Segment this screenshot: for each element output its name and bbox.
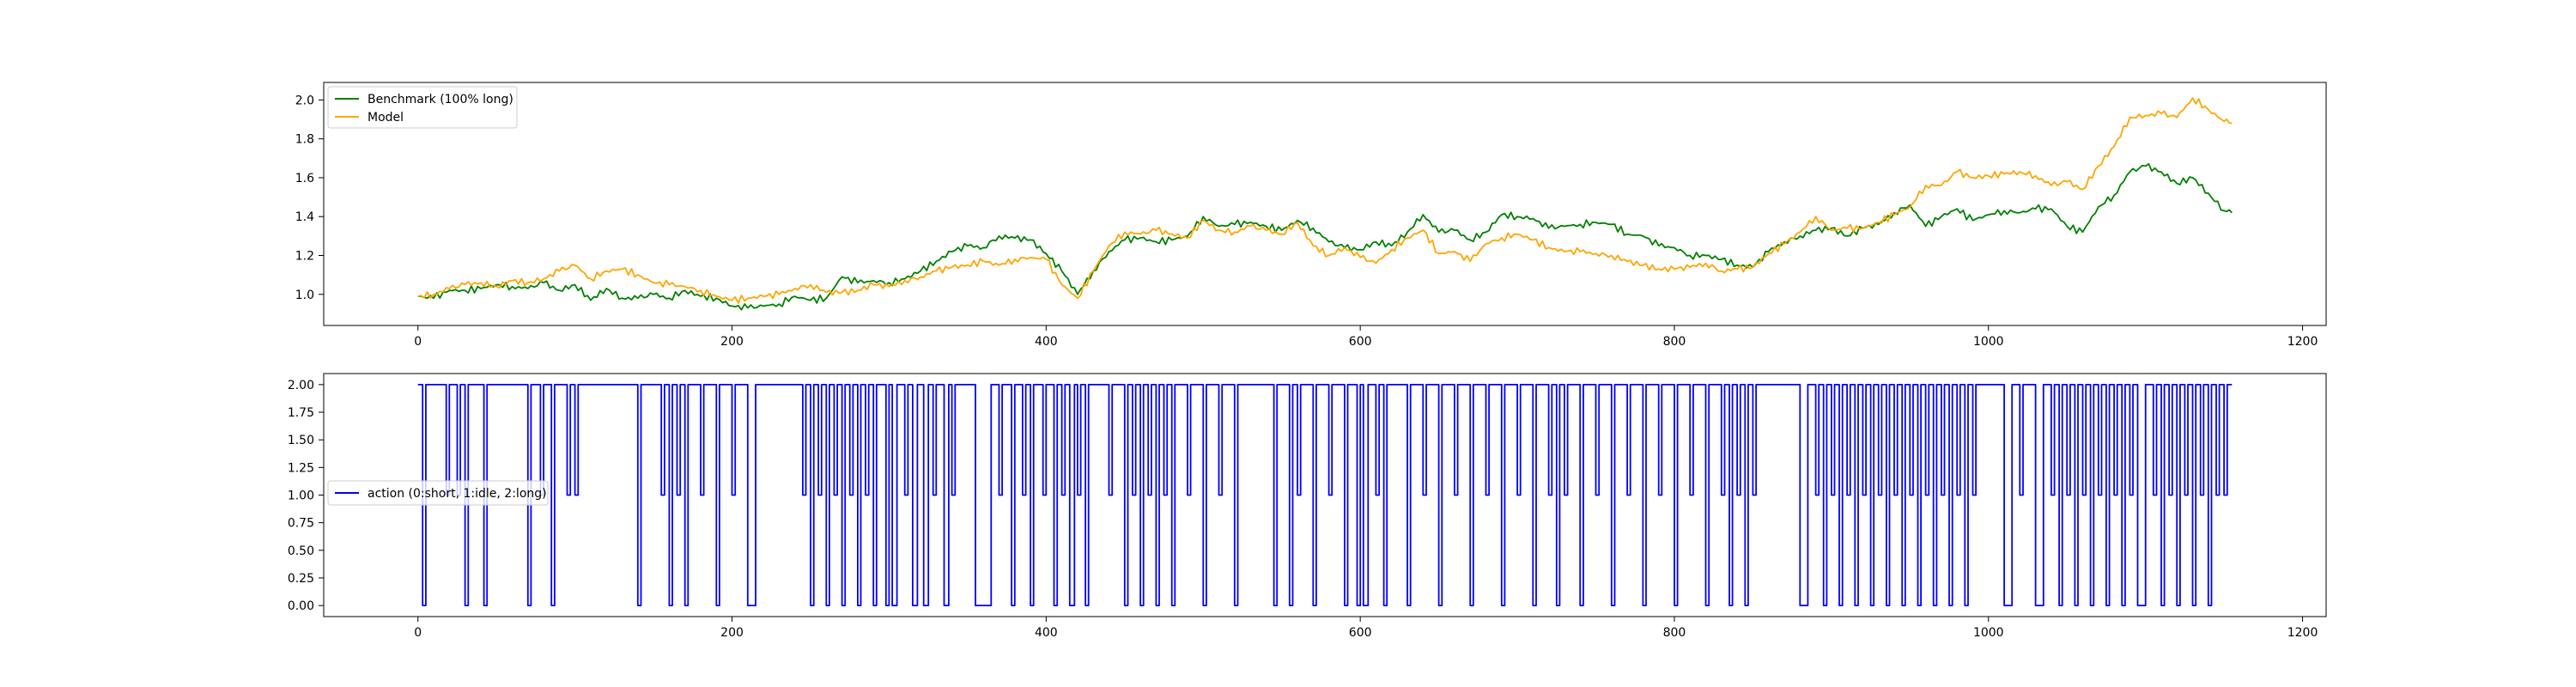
y-tick-label: 1.25 <box>288 461 314 475</box>
chart-1-legend: Benchmark (100% long) Model <box>327 86 518 129</box>
chart-1-plot-area <box>417 97 2233 311</box>
chart-1-y-axis: 1.0 1.2 1.4 1.6 1.8 2.0 <box>295 94 324 302</box>
y-tick-label: 1.50 <box>288 434 314 447</box>
y-tick-label: 1.8 <box>295 133 314 147</box>
legend-label-benchmark: Benchmark (100% long) <box>368 93 513 106</box>
y-tick-label: 0.50 <box>288 544 314 558</box>
y-tick-label: 1.00 <box>288 489 314 503</box>
chart-2-y-axis: 0.00 0.25 0.50 0.75 1.00 1.25 1.50 1.75 2.00 <box>288 379 324 613</box>
x-tick-label: 0 <box>414 626 422 640</box>
series-line-action <box>417 384 2233 606</box>
y-tick-label: 1.2 <box>295 249 314 263</box>
y-tick-label: 2.00 <box>288 379 314 392</box>
chart-2-legend-box <box>327 480 549 506</box>
y-tick-label: 0.75 <box>288 517 314 531</box>
y-tick-label: 0.25 <box>288 572 314 586</box>
series-line-model <box>417 97 2233 304</box>
y-tick-label: 0.00 <box>288 599 314 613</box>
y-tick-label: 2.0 <box>295 94 314 107</box>
chart-1: 0 200 400 600 800 1000 1200 1.0 1.2 1.4 1.6 1.8 2.0… <box>295 82 2327 349</box>
x-tick-label: 200 <box>720 626 744 640</box>
x-tick-label: 600 <box>1349 626 1372 640</box>
x-tick-label: 800 <box>1663 626 1686 640</box>
chart-2-x-axis: 0 200 400 600 800 1000 1200 <box>414 617 2318 640</box>
y-tick-label: 1.75 <box>288 406 314 420</box>
chart-1-x-axis: 0 200 400 600 800 1000 1200 <box>414 325 2318 349</box>
x-tick-label: 0 <box>414 335 422 349</box>
series-line-benchmark <box>417 162 2233 311</box>
x-tick-label: 200 <box>720 335 744 349</box>
chart-2-legend: action (0:short, 1:idle, 2:long) <box>327 480 549 506</box>
x-tick-label: 400 <box>1035 626 1058 640</box>
chart-2-plot-area <box>417 384 2233 606</box>
legend-label-action: action (0:short, 1:idle, 2:long) <box>368 487 547 501</box>
y-tick-label: 1.6 <box>295 172 314 185</box>
x-tick-label: 1200 <box>2287 626 2318 640</box>
y-tick-label: 1.4 <box>295 210 314 224</box>
x-tick-label: 1000 <box>1973 626 2004 640</box>
legend-label-model: Model <box>368 111 404 125</box>
x-tick-label: 1000 <box>1973 335 2004 349</box>
chart-1-legend-box <box>327 86 518 129</box>
chart-2: 0 200 400 600 800 1000 1200 0.00 0.25 0.50 0.75 1.… <box>288 373 2327 640</box>
x-tick-label: 600 <box>1349 335 1372 349</box>
y-tick-label: 1.0 <box>295 289 314 302</box>
x-tick-label: 400 <box>1035 335 1058 349</box>
x-tick-label: 1200 <box>2287 335 2318 349</box>
chart-1-frame <box>323 82 2327 326</box>
x-tick-label: 800 <box>1663 335 1686 349</box>
